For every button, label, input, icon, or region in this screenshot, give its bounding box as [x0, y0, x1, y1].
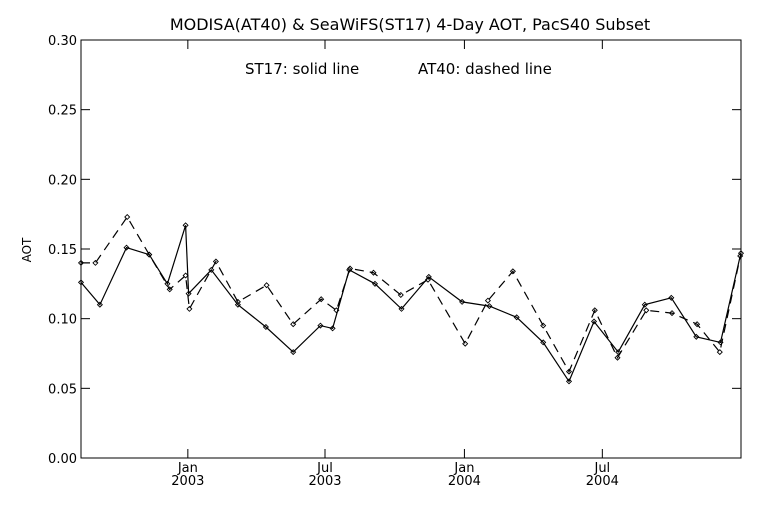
data-point-st17	[641, 301, 648, 308]
x-tick-year-label: 2003	[171, 474, 204, 489]
x-tick-month-label: Jul	[593, 461, 610, 476]
y-tick-label: 0.20	[48, 173, 77, 188]
at40-legend-note: AT40: dashed line	[418, 60, 552, 78]
data-point-at40	[370, 269, 377, 276]
data-point-at40	[290, 321, 297, 328]
data-point-st17	[96, 301, 103, 308]
data-point-at40	[591, 307, 598, 314]
data-point-st17	[486, 303, 493, 310]
data-point-at40	[346, 265, 354, 272]
data-point-st17	[693, 333, 700, 340]
y-tick-label: 0.10	[48, 313, 77, 328]
data-point-at40	[182, 272, 189, 279]
data-point-st17	[565, 378, 573, 385]
data-point-at40	[318, 296, 325, 303]
data-point-at40	[540, 322, 547, 329]
data-point-at40	[462, 340, 469, 347]
data-point-st17	[290, 349, 297, 356]
data-point-st17	[459, 298, 466, 305]
data-point-st17	[329, 325, 336, 332]
plot-frame	[80, 39, 742, 459]
data-point-at40	[643, 307, 650, 314]
x-tick-year-label: 2004	[586, 474, 619, 489]
data-point-st17	[425, 273, 432, 280]
y-axis-label: AOT	[20, 237, 34, 262]
data-point-at40	[186, 305, 193, 312]
data-point-at40	[333, 307, 340, 314]
series-line-at40	[81, 215, 742, 373]
data-point-st17	[513, 314, 520, 321]
data-point-at40	[77, 259, 85, 266]
data-point-st17	[668, 294, 675, 301]
y-tick-label: 0.05	[48, 382, 77, 397]
data-point-st17	[123, 244, 130, 251]
series-line-st17	[80, 225, 741, 383]
data-point-st17	[262, 323, 269, 331]
data-point-st17	[590, 318, 598, 325]
x-tick-month-label: Jan	[177, 461, 198, 476]
data-point-st17	[77, 279, 85, 286]
data-point-st17	[398, 305, 405, 312]
data-point-at40	[397, 291, 404, 299]
data-point-st17	[317, 322, 324, 329]
chart-title: MODISA(AT40) & SeaWiFS(ST17) 4-Day AOT, …	[170, 15, 650, 34]
data-point-st17	[615, 349, 622, 356]
data-point-at40	[668, 310, 676, 317]
data-point-at40	[694, 321, 701, 328]
data-point-at40	[737, 250, 745, 257]
data-point-at40	[509, 268, 516, 275]
data-point-st17	[185, 290, 192, 297]
y-axis: 0.00 0.05 0.10 0.15 0.20 0.25 0.30	[48, 34, 741, 467]
data-point-at40	[212, 258, 219, 265]
x-tick-month-label: Jan	[453, 461, 474, 476]
data-point-at40	[92, 259, 99, 266]
y-tick-label: 0.25	[48, 104, 77, 119]
data-point-st17	[234, 301, 241, 308]
data-point-at40	[263, 282, 270, 289]
st17-legend-note: ST17: solid line	[245, 60, 359, 78]
x-tick-month-label: Jul	[316, 461, 333, 476]
x-tick-year-label: 2004	[448, 474, 481, 489]
data-point-st17	[540, 339, 547, 346]
series-layer	[77, 213, 745, 385]
data-point-at40	[166, 286, 173, 293]
data-point-st17	[182, 222, 189, 229]
y-tick-label: 0.30	[48, 34, 77, 49]
data-point-st17	[371, 280, 379, 287]
y-tick-label: 0.15	[48, 243, 77, 258]
data-point-at40	[565, 368, 573, 375]
data-point-at40	[234, 298, 241, 305]
data-point-at40	[146, 251, 153, 258]
data-point-at40	[614, 354, 621, 361]
data-point-st17	[208, 266, 215, 273]
data-point-at40	[484, 297, 491, 304]
data-point-at40	[424, 276, 432, 283]
data-point-at40	[124, 213, 131, 221]
data-point-at40	[716, 349, 723, 356]
x-tick-year-label: 2003	[308, 474, 341, 489]
y-tick-label: 0.00	[48, 452, 77, 467]
